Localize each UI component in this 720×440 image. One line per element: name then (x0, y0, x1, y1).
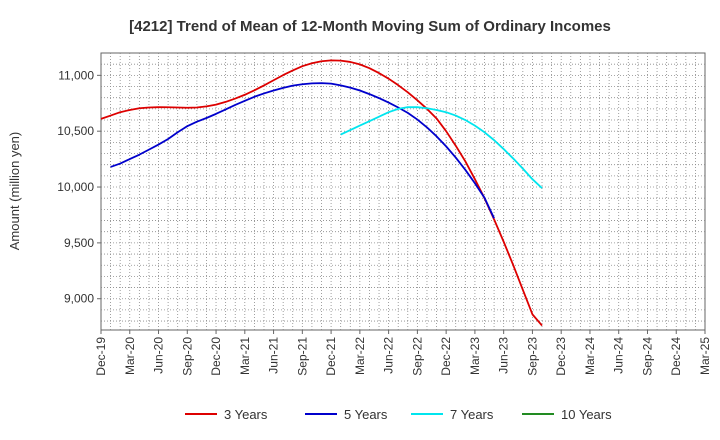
x-tick-label: Sep-23 (525, 337, 539, 376)
y-axis: 9,000 9,500 10,000 10,500 11,000 (57, 68, 101, 306)
y-tick-label: 11,000 (58, 68, 94, 82)
grid (101, 53, 705, 330)
series-line-7-years (340, 106, 543, 189)
x-tick-label: Mar-21 (238, 337, 252, 375)
x-tick-label: Jun-21 (267, 337, 281, 374)
legend-label-7-years: 7 Years (450, 407, 494, 422)
legend-label-5-years: 5 Years (344, 407, 388, 422)
y-axis-label: Amount (million yen) (7, 132, 22, 251)
x-tick-label: Sep-21 (295, 337, 309, 376)
x-tick-label: Mar-24 (583, 337, 597, 375)
x-tick-label: Jun-20 (152, 337, 166, 374)
plot-area (100, 52, 706, 331)
x-axis: Dec-19 Mar-20 Jun-20 Sep-20 Dec-20 Mar-21 Jun-… (94, 330, 712, 376)
legend-label-10-years: 10 Years (561, 407, 612, 422)
x-tick-label: Jun-22 (382, 337, 396, 374)
x-tick-label: Jun-23 (497, 337, 511, 374)
x-tick-label: Dec-19 (94, 337, 108, 376)
x-tick-label: Mar-25 (698, 337, 712, 375)
x-tick-label: Jun-24 (612, 337, 626, 374)
x-tick-label: Dec-20 (209, 337, 223, 376)
chart-title: [4212] Trend of Mean of 12-Month Moving … (129, 18, 611, 35)
legend: 3 Years 5 Years 7 Years 10 Years (185, 407, 612, 422)
x-tick-label: Dec-22 (439, 337, 453, 376)
y-tick-label: 10,000 (57, 180, 94, 194)
y-tick-label: 10,500 (57, 124, 94, 138)
x-tick-label: Sep-24 (640, 337, 654, 376)
x-tick-label: Mar-23 (468, 337, 482, 375)
y-tick-label: 9,000 (64, 292, 94, 306)
x-tick-label: Dec-23 (554, 337, 568, 376)
series-lines (100, 59, 543, 327)
x-tick-label: Sep-20 (180, 337, 194, 376)
y-tick-label: 9,500 (64, 236, 94, 250)
series-line-5-years (110, 82, 495, 219)
x-tick-label: Dec-24 (669, 337, 683, 376)
x-tick-label: Sep-22 (410, 337, 424, 376)
x-tick-label: Dec-21 (324, 337, 338, 376)
legend-label-3-years: 3 Years (224, 407, 268, 422)
series-line-3-years (100, 59, 543, 327)
x-tick-label: Mar-22 (353, 337, 367, 375)
x-tick-label: Mar-20 (123, 337, 137, 375)
